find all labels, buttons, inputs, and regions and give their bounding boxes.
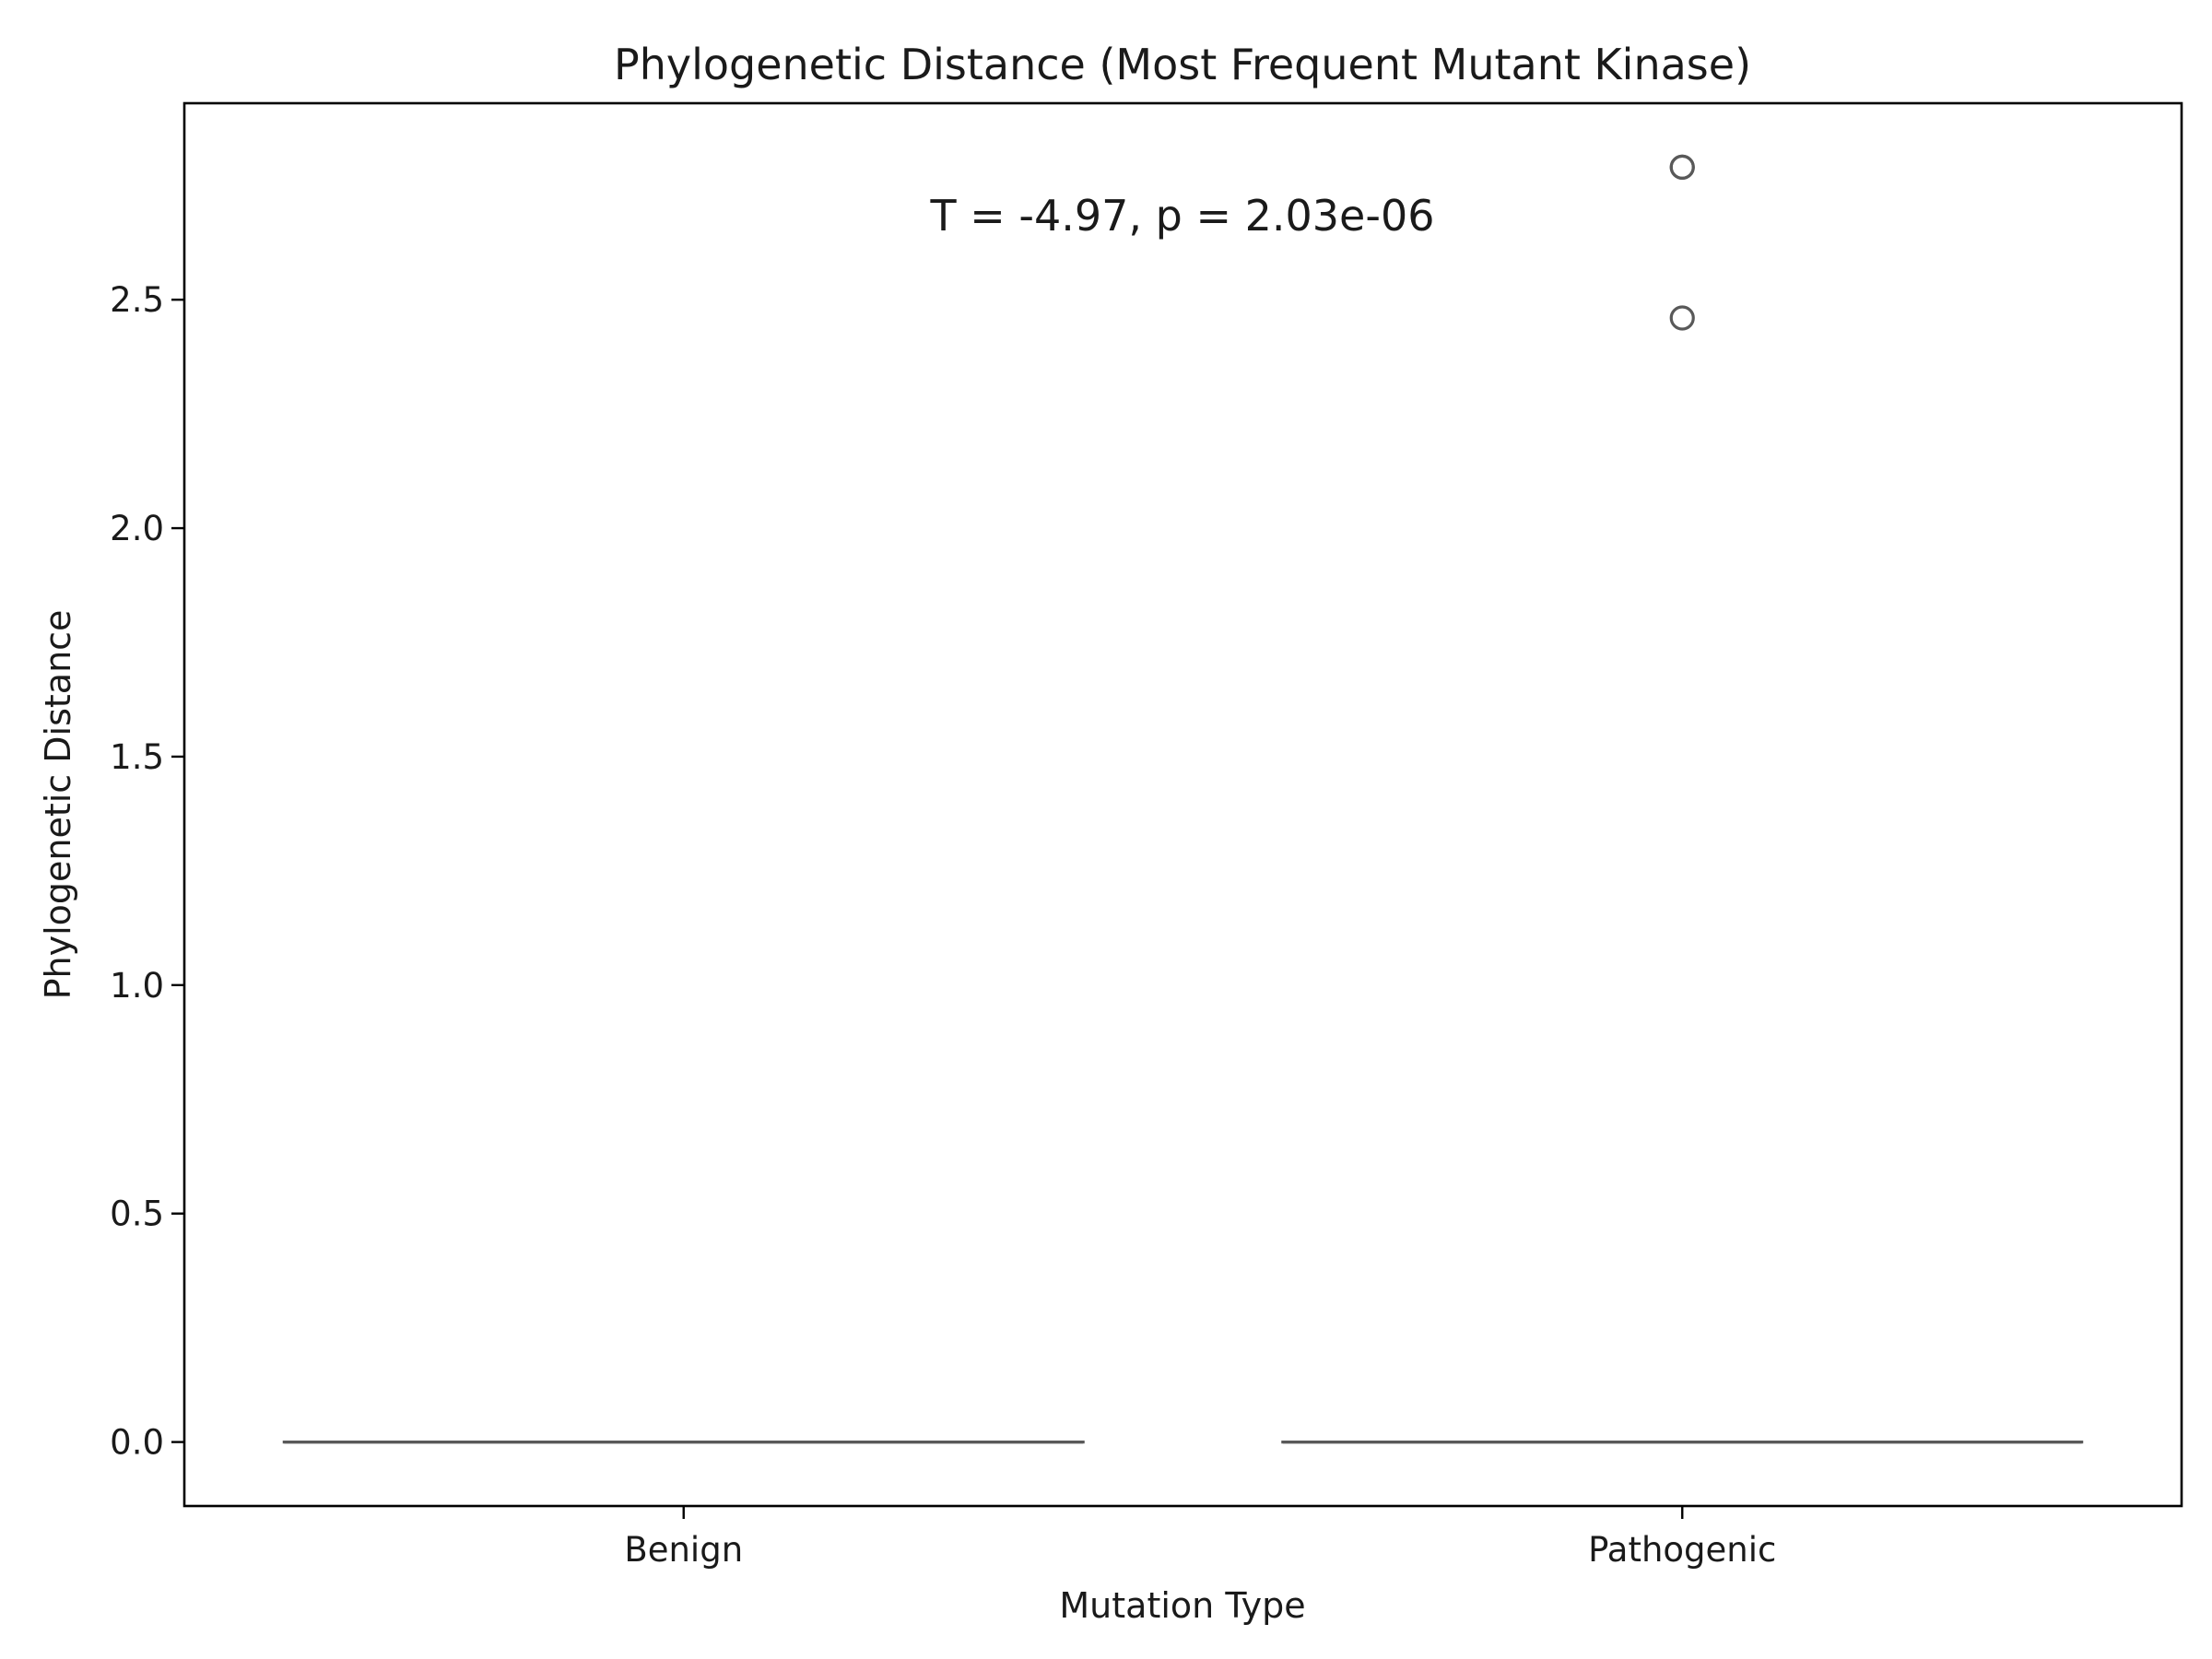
x-axis: Benign Pathogenic [624,1506,1776,1570]
outlier-point [1669,305,1695,331]
chart-title: Phylogenetic Distance (Most Frequent Mut… [614,40,1751,89]
y-tick-label: 1.5 [110,737,164,777]
y-axis-label: Phylogenetic Distance [38,610,78,1000]
box-pathogenic [1281,154,2084,1444]
box-plots [282,154,2084,1444]
y-tick-label: 0.0 [110,1423,164,1463]
y-tick-label: 2.0 [110,509,164,548]
x-axis-label: Mutation Type [1059,1585,1305,1626]
outlier-point [1669,154,1695,181]
y-axis: 0.0 0.5 1.0 1.5 2.0 2.5 [110,280,184,1463]
x-tick-label: Benign [624,1530,743,1570]
y-tick-label: 2.5 [110,280,164,320]
y-tick-label: 0.5 [110,1194,164,1234]
plot-frame [182,101,2183,1508]
x-tick-label: Pathogenic [1588,1530,1776,1570]
y-tick-label: 1.0 [110,966,164,1006]
stats-annotation: T = -4.97, p = 2.03e-06 [930,191,1435,241]
